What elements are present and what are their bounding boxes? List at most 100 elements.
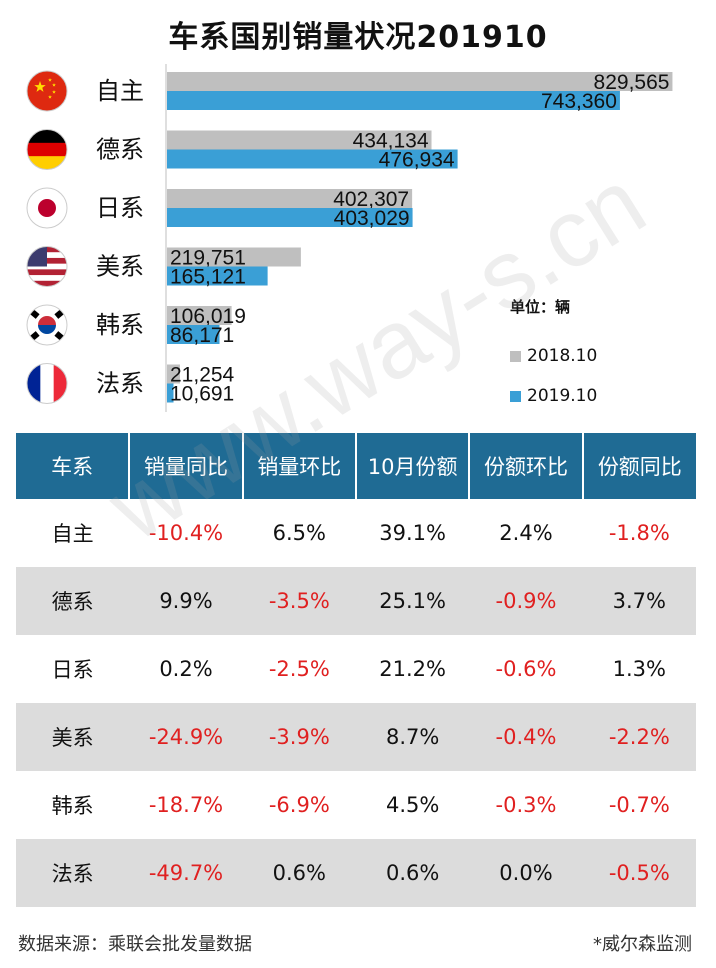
flag-disc [38,199,56,217]
data-label: 743,360 [541,90,617,113]
flag-stripe [27,280,67,287]
table-cell: 0.6% [355,839,470,907]
table-cell: -49.7% [129,839,243,907]
table-row-label: 德系 [16,567,130,635]
table-header-cell: 车系 [16,433,131,499]
table-cell: -18.7% [148,793,224,817]
flag-star [52,90,56,94]
data-label: 434,134 [353,130,429,153]
bar-2019.10 [167,383,174,403]
data-label: 106,019 [170,305,246,328]
table-header-row: 车系 销量同比 销量环比 10月份额 份额环比 份额同比 [16,433,696,499]
flag-stripe [27,129,67,144]
stats-table: 车系 销量同比 销量环比 10月份额 份额环比 份额同比 自主 -10.4% 6.5… [16,433,696,907]
table-cell: -0.5% [582,839,696,907]
table-header-cell: 销量环比 [242,433,357,499]
flag-stripe [27,269,67,276]
footer-note: *威尔森监测 [593,934,692,955]
table-header-cell: 10月份额 [355,433,471,499]
table-cell: 4.5% [385,793,440,817]
table-cell: -24.9% [129,703,243,771]
table-row: 韩系 -18.7% -6.9% 4.5% -0.3% -0.7% [16,771,696,839]
table-cell: -0.3% [495,793,557,817]
table-cell: -10.4% [148,521,224,545]
data-label: 402,307 [333,188,409,211]
bar-2019.10 [167,208,413,227]
flag-taeguk-blue [38,325,56,334]
table-row-label: 日系 [51,658,94,682]
flag-stripe [53,363,67,404]
table-row-label: 法系 [16,839,130,907]
bar-2018.10 [167,130,432,150]
flag-star [52,83,56,87]
flag-stripe [27,156,67,170]
legend-item-2018: 2018.10 [510,346,597,366]
table-header-cell: 份额同比 [582,433,696,499]
table-row: 法系 -49.7% 0.6% 0.6% 0.0% -0.5% [16,839,696,907]
flag-taeguk-red [38,316,56,325]
table-cell: -0.6% [495,657,557,681]
flag-ring [26,304,68,346]
bar-2018.10 [167,72,673,91]
table-cell: 39.1% [379,521,446,545]
table-row: 自主 -10.4% 6.5% 39.1% 2.4% -1.8% [16,499,696,567]
table-header-cell: 销量同比 [129,433,244,499]
bar-2019.10 [167,91,620,110]
flag-stripe [27,275,67,282]
category-label: 韩系 [96,311,144,339]
table-row-label: 韩系 [51,794,94,818]
legend-swatch-2018 [510,350,521,362]
table-cell: 8.7% [355,703,470,771]
bar-2019.10 [167,266,268,286]
legend-label-2019: 2019.10 [527,386,598,406]
flag-stripe [40,363,55,404]
unit-label: 单位：辆 [510,298,571,316]
table-cell: 0.0% [469,839,583,907]
flag-ring [26,246,68,287]
table-cell: 6.5% [272,521,326,545]
table-row: 美系 -24.9% -3.9% 8.7% -0.4% -2.2% [16,703,696,771]
data-label: 829,565 [594,71,670,94]
bar-2019.10 [167,149,458,169]
table-header-cell: 份额环比 [469,433,584,499]
table-cell: 21.2% [379,657,446,681]
data-label: 10,691 [170,383,234,406]
table-cell: 9.9% [129,567,243,635]
table-cell: -3.9% [242,703,356,771]
japan-flag-icon [27,188,67,228]
table-cell: -3.5% [242,567,356,635]
category-label: 美系 [96,253,144,281]
category-label: 自主 [96,77,144,105]
bar-2018.10 [167,247,301,267]
chart-title: 车系国别销量状况201910 [168,20,548,55]
table-cell: -1.8% [608,521,670,545]
data-label: 403,029 [334,207,410,230]
category-label: 日系 [96,194,144,222]
table-cell: 0.2% [159,657,213,681]
germany-flag-icon [27,129,67,170]
flag-star [48,95,52,99]
table-cell: -0.7% [608,793,670,817]
data-label: 86,171 [170,324,234,347]
category-label: 德系 [96,136,144,164]
flag-ring [26,187,68,229]
flag-star [34,81,46,92]
table-row: 日系 0.2% -2.5% 21.2% -0.6% 1.3% [16,635,696,703]
category-label: 法系 [96,370,144,398]
data-label: 219,751 [170,247,246,270]
table-cell: -6.9% [268,793,330,817]
legend-swatch-2019 [510,390,521,402]
table-cell: 0.6% [242,839,356,907]
table-cell: 2.4% [499,521,553,545]
france-flag-icon [27,363,67,404]
korea-flag-icon [27,305,67,345]
table-cell: 3.7% [582,567,696,635]
flag-ring [26,129,68,170]
table-row-label: 自主 [51,522,94,546]
legend-label-2018: 2018.10 [527,346,598,366]
bar-2019.10 [167,325,220,344]
table-body: 自主 -10.4% 6.5% 39.1% 2.4% -1.8% 德系 9.9% -3.5% 25.… [16,499,696,907]
table-cell: -0.4% [469,703,583,771]
flag-stripe [27,263,67,270]
